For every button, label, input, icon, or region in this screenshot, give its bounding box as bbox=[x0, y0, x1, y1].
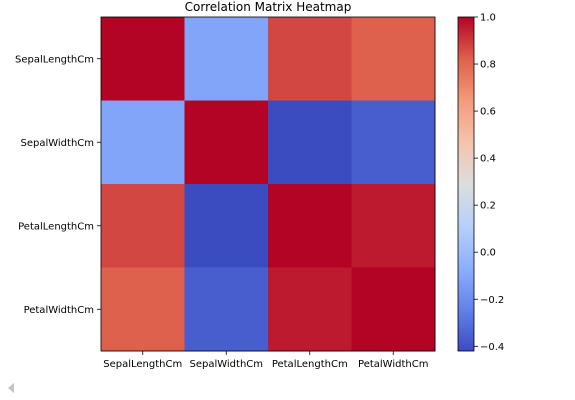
heatmap-cell bbox=[184, 100, 269, 185]
heatmap-cell bbox=[268, 184, 352, 268]
heatmap-cell bbox=[268, 100, 352, 185]
heatmap-cell bbox=[351, 17, 436, 101]
y-tick-label: PetalLengthCm bbox=[18, 221, 94, 232]
colorbar-tick-label: 0.6 bbox=[480, 107, 496, 118]
colorbar-tick-label: 1.0 bbox=[480, 13, 496, 24]
heatmap-cell bbox=[101, 100, 185, 185]
x-tick-label: SepalLengthCm bbox=[103, 359, 182, 370]
chart-title: Correlation Matrix Heatmap bbox=[185, 0, 352, 14]
x-tick-label: PetalLengthCm bbox=[272, 359, 348, 370]
scroll-left-icon[interactable] bbox=[8, 383, 14, 393]
axis-ticks: SepalLengthCm SepalWidthCm PetalLengthCm Pe… bbox=[15, 54, 428, 370]
heatmap-cell bbox=[184, 267, 269, 352]
colorbar-tick-label: 0.2 bbox=[480, 201, 496, 212]
y-tick-label: SepalLengthCm bbox=[15, 54, 94, 65]
colorbar-tick-label: 0.4 bbox=[480, 154, 496, 165]
heatmap-cell bbox=[184, 184, 269, 268]
colorbar-tick-label: −0.4 bbox=[480, 342, 504, 353]
x-tick-label: SepalWidthCm bbox=[189, 359, 263, 370]
heatmap-cell bbox=[351, 184, 436, 268]
plot-frame bbox=[100, 16, 436, 352]
heatmap-cell bbox=[351, 100, 436, 185]
colorbar: −0.4 −0.2 0.0 0.2 0.4 0.6 0.8 1.0 bbox=[457, 13, 504, 353]
colorbar-gradient bbox=[457, 16, 475, 352]
heatmap-cell bbox=[268, 267, 352, 352]
heatmap-cells bbox=[100, 16, 436, 352]
heatmap-cell bbox=[101, 184, 185, 268]
x-tick-label: PetalWidthCm bbox=[358, 359, 428, 370]
colorbar-tick-label: 0.0 bbox=[480, 248, 496, 259]
colorbar-tick-label: −0.2 bbox=[480, 295, 504, 306]
colorbar-tick-label: 0.8 bbox=[480, 60, 496, 71]
heatmap-cell bbox=[101, 267, 185, 352]
y-tick-label: PetalWidthCm bbox=[24, 305, 94, 316]
y-tick-label: SepalWidthCm bbox=[20, 138, 94, 149]
heatmap-cell bbox=[268, 17, 352, 101]
heatmap-cell bbox=[351, 267, 436, 352]
heatmap-cell bbox=[184, 17, 269, 101]
heatmap-cell bbox=[101, 17, 185, 101]
